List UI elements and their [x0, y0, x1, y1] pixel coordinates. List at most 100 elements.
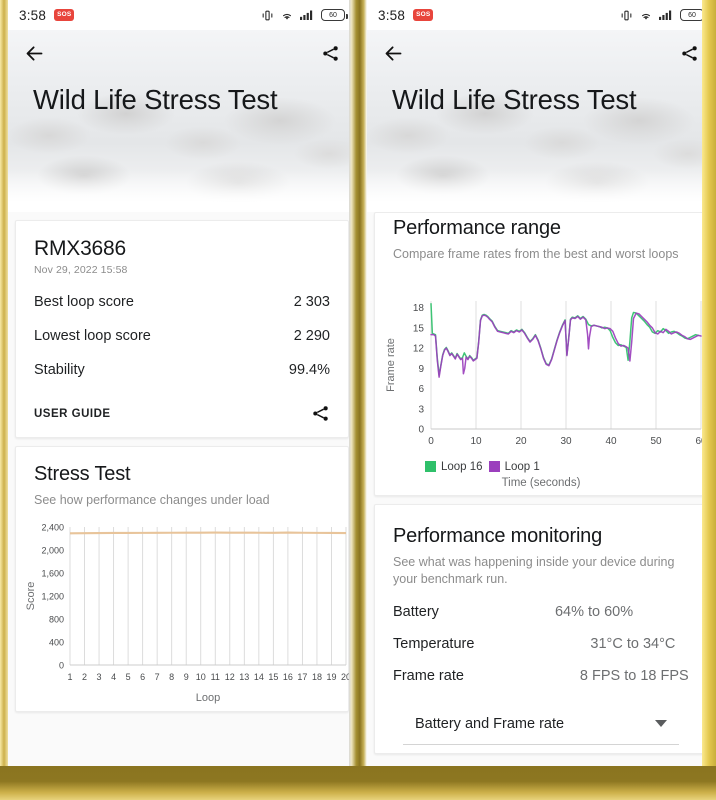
user-guide-button[interactable]: USER GUIDE — [34, 407, 111, 420]
chevron-down-icon[interactable] — [655, 720, 667, 728]
legend-label: Loop 16 — [441, 460, 483, 473]
frame-border-left — [0, 0, 8, 800]
device-name: RMX3686 — [34, 237, 126, 260]
row-label: Temperature — [393, 635, 475, 652]
svg-text:3: 3 — [97, 672, 102, 682]
row-label: Lowest loop score — [34, 328, 151, 344]
page-title: Wild Life Stress Test — [392, 84, 637, 115]
status-bar-left: 3:58 SOS 60 — [7, 0, 357, 30]
legend-swatch — [488, 461, 500, 473]
legend-item-loop16: Loop 16 — [425, 461, 483, 473]
hero-toolbar-left — [7, 30, 357, 76]
performance-range-chart: 0 3 6 9 12 15 18 0 10 20 30 40 50 60 Frame rate Loop 1… — [375, 265, 707, 495]
svg-text:20: 20 — [515, 436, 527, 447]
row-label: Battery — [393, 603, 439, 620]
svg-text:0: 0 — [428, 436, 434, 447]
panel-divider — [349, 0, 367, 800]
svg-text:5: 5 — [126, 672, 131, 682]
svg-text:20: 20 — [341, 672, 351, 682]
table-row-battery: Battery 64% to 60% — [393, 604, 689, 620]
svg-text:15: 15 — [268, 672, 278, 682]
svg-text:12: 12 — [413, 344, 425, 355]
back-arrow-icon[interactable] — [21, 40, 47, 66]
row-label: Stability — [34, 362, 85, 378]
status-bar-right: 3:58 SOS 60 — [366, 0, 716, 30]
svg-text:10: 10 — [196, 672, 206, 682]
performance-range-title: Performance range — [393, 217, 561, 239]
row-value: 8 FPS to 18 FPS — [579, 667, 689, 684]
frame-border-right — [702, 0, 716, 800]
svg-text:2,000: 2,000 — [41, 545, 64, 555]
table-row-temperature: Temperature 31°C to 34°C — [393, 636, 689, 652]
row-value: 2 303 — [293, 294, 330, 310]
back-arrow-icon[interactable] — [380, 40, 406, 66]
share-icon[interactable] — [317, 40, 343, 66]
table-row-best-loop: Best loop score 2 303 — [34, 294, 330, 310]
svg-text:13: 13 — [239, 672, 249, 682]
svg-text:8: 8 — [169, 672, 174, 682]
svg-text:12: 12 — [225, 672, 235, 682]
wifi-icon — [280, 9, 294, 22]
svg-text:1: 1 — [67, 672, 72, 682]
svg-text:400: 400 — [49, 637, 64, 647]
svg-text:Score: Score — [25, 582, 37, 611]
stress-test-subtitle: See how performance changes under load — [34, 493, 270, 507]
legend-swatch — [425, 461, 436, 473]
status-bar-icons: 60 — [261, 9, 348, 22]
chart-legend: Loop 16 Loop 1 — [381, 461, 701, 473]
performance-monitoring-title: Performance monitoring — [393, 524, 603, 547]
legend-item-loop1: Loop 1 — [488, 460, 540, 473]
row-label: Best loop score — [34, 294, 134, 310]
status-bar-clock: 3:58 — [378, 7, 406, 23]
hero-header-right: Wild Life Stress Test — [366, 30, 716, 212]
svg-text:Frame rate: Frame rate — [385, 338, 397, 392]
signal-icon — [300, 9, 315, 21]
right-phone-screen: 3:58 SOS 60 — [366, 0, 716, 790]
svg-text:Loop: Loop — [196, 692, 220, 704]
svg-text:9: 9 — [418, 364, 424, 375]
svg-text:15: 15 — [413, 323, 425, 334]
svg-text:7: 7 — [155, 672, 160, 682]
svg-text:14: 14 — [254, 672, 264, 682]
performance-range-card: Performance range Compare frame rates fr… — [374, 212, 708, 496]
legend-label: Loop 1 — [504, 460, 540, 473]
user-guide-row: USER GUIDE — [34, 404, 330, 423]
vibrate-icon — [261, 9, 274, 22]
stress-test-chart: 0 400 800 1,200 1,600 2,000 2,400 1 2 3 4 5 6 7 8 9 10 11… — [16, 511, 351, 711]
frame-border-bottom — [0, 766, 716, 800]
svg-text:18: 18 — [413, 303, 425, 314]
battery-icon: 60 — [321, 9, 348, 21]
vibrate-icon — [620, 9, 633, 22]
sos-badge: SOS — [413, 9, 434, 21]
right-scroll-area[interactable]: Performance range Compare frame rates fr… — [366, 212, 716, 790]
svg-text:9: 9 — [184, 672, 189, 682]
left-phone-screen: 3:58 SOS 60 — [7, 0, 357, 790]
wifi-icon — [639, 9, 653, 22]
stress-test-card: Stress Test See how performance changes … — [15, 446, 351, 712]
svg-text:19: 19 — [326, 672, 336, 682]
hero-toolbar-right — [366, 30, 716, 76]
performance-monitoring-subtitle: See what was happening inside your devic… — [393, 554, 675, 586]
share-icon[interactable] — [311, 404, 330, 423]
svg-text:3: 3 — [418, 404, 424, 415]
svg-text:16: 16 — [283, 672, 293, 682]
svg-text:0: 0 — [59, 660, 64, 670]
performance-range-chart-svg: 0 3 6 9 12 15 18 0 10 20 30 40 50 60 Frame rate — [385, 300, 707, 447]
status-bar-icons: 60 — [620, 9, 707, 22]
signal-icon — [659, 9, 674, 21]
metric-select-dropdown[interactable]: Battery and Frame rate — [403, 706, 679, 745]
svg-text:4: 4 — [111, 672, 116, 682]
status-bar-clock: 3:58 — [19, 7, 47, 23]
svg-text:0: 0 — [418, 424, 424, 435]
x-axis-label: Time (seconds) — [501, 476, 581, 489]
stress-test-title: Stress Test — [34, 463, 131, 485]
sos-badge: SOS — [54, 9, 75, 21]
row-value: 2 290 — [293, 328, 330, 344]
svg-text:18: 18 — [312, 672, 322, 682]
svg-text:2,400: 2,400 — [41, 522, 64, 532]
svg-text:1,600: 1,600 — [41, 568, 64, 578]
share-icon[interactable] — [676, 40, 702, 66]
left-scroll-area[interactable]: RMX3686 Nov 29, 2022 15:58 Best loop sco… — [7, 212, 357, 790]
